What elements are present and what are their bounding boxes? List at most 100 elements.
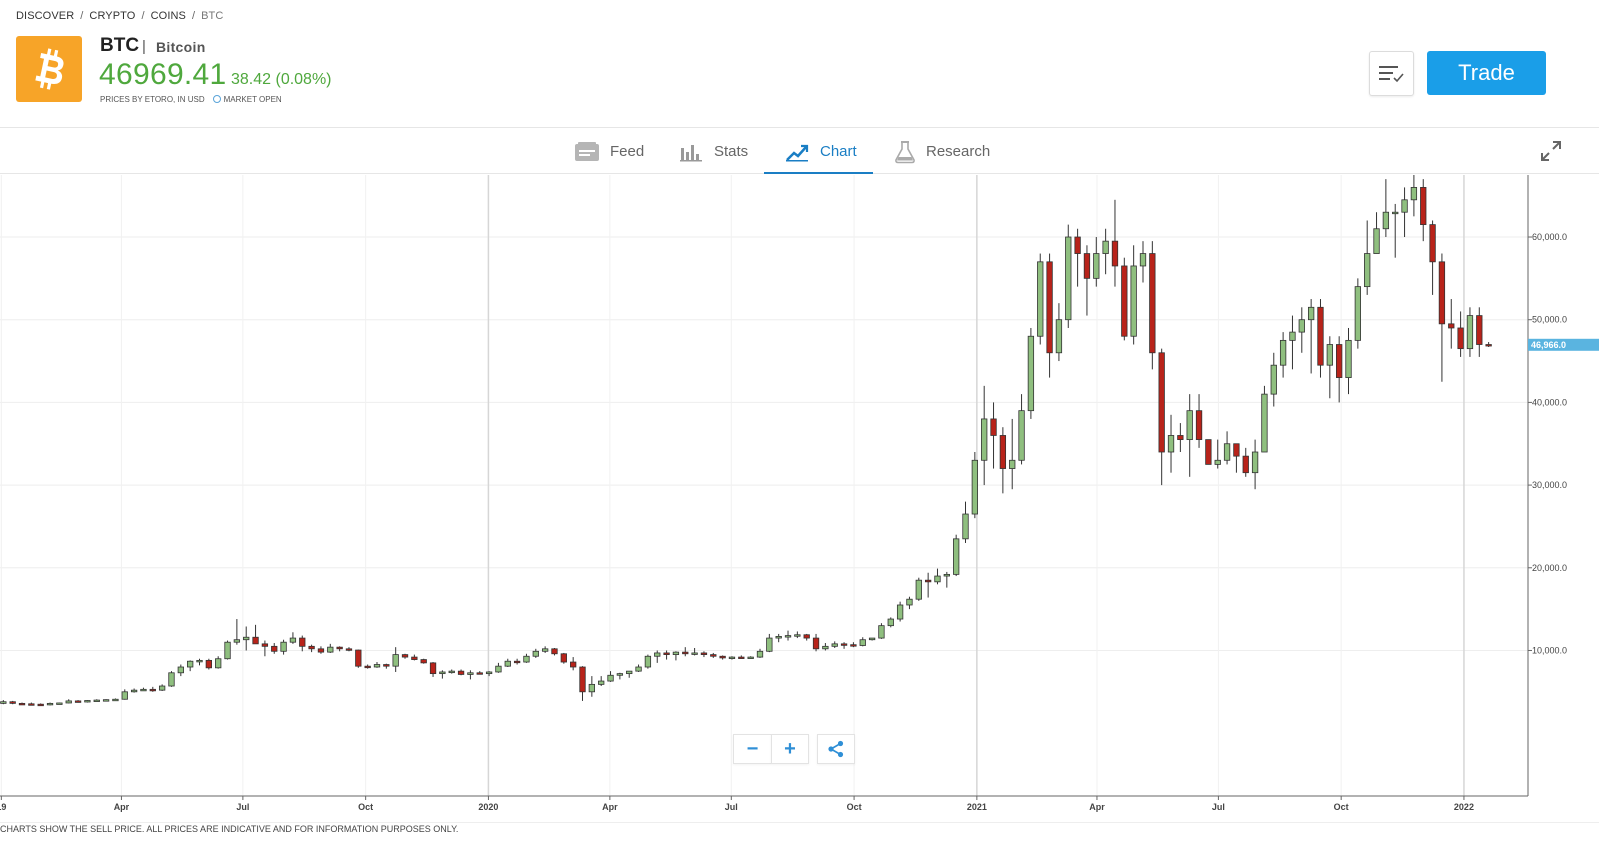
candle-up bbox=[1307, 299, 1315, 374]
candle-up bbox=[485, 671, 493, 677]
candle-up bbox=[1055, 303, 1063, 362]
candle-body bbox=[579, 666, 586, 693]
candle-up bbox=[93, 699, 100, 702]
candle-body bbox=[1364, 253, 1371, 288]
breadcrumb-discover[interactable]: DISCOVER bbox=[16, 10, 75, 22]
x-tick-label: 2021 bbox=[967, 802, 987, 812]
tab-label: Stats bbox=[714, 143, 749, 160]
candle-up bbox=[1401, 187, 1408, 238]
candle-body bbox=[700, 652, 708, 656]
trade-button[interactable]: Trade bbox=[1427, 51, 1546, 95]
candle-down bbox=[308, 644, 315, 653]
clock-icon bbox=[212, 95, 221, 103]
candle-body bbox=[457, 670, 465, 675]
footer-divider bbox=[0, 822, 1599, 823]
candle-up bbox=[728, 656, 736, 660]
breadcrumb-coins[interactable]: COINS bbox=[150, 10, 186, 22]
candle-body bbox=[887, 618, 894, 627]
x-tick-label: Jul bbox=[1212, 802, 1225, 812]
candle-up bbox=[504, 658, 511, 668]
candle-down bbox=[1438, 253, 1446, 382]
price-chart[interactable]: 10,000.0 20,000.0 30,000.0 40,000.0 50,000.0… bbox=[0, 175, 1599, 823]
candle-down bbox=[9, 700, 16, 705]
candle-body bbox=[915, 579, 922, 600]
candle-up bbox=[1223, 431, 1231, 465]
tab-label: Research bbox=[926, 143, 991, 160]
candle-up bbox=[691, 647, 698, 656]
candle-body bbox=[1382, 211, 1390, 230]
candle-body bbox=[607, 674, 614, 682]
candle-up bbox=[1251, 439, 1259, 490]
candle-body bbox=[1037, 261, 1044, 337]
candle-down bbox=[1420, 179, 1427, 242]
x-tick-label: Apr bbox=[114, 802, 130, 812]
candle-body bbox=[317, 648, 325, 653]
candle-body bbox=[280, 641, 287, 652]
candle-body bbox=[1466, 315, 1474, 350]
tab-feed[interactable]: Feed bbox=[574, 129, 644, 174]
candle-body bbox=[130, 689, 138, 693]
candle-body bbox=[1102, 240, 1109, 254]
candle-up bbox=[635, 664, 642, 672]
candle-down bbox=[364, 664, 371, 669]
candle-body bbox=[962, 513, 969, 540]
candle-body bbox=[1410, 187, 1418, 201]
candle-up bbox=[766, 633, 773, 653]
candle-up bbox=[289, 632, 297, 644]
candle-body bbox=[1401, 199, 1408, 213]
candle-body bbox=[1093, 253, 1100, 279]
candle-up bbox=[121, 689, 128, 700]
candle-up bbox=[1279, 332, 1287, 378]
candle-body bbox=[1307, 306, 1315, 321]
candle-body bbox=[1298, 319, 1305, 333]
watchlist-button[interactable] bbox=[1369, 51, 1414, 96]
breadcrumb-crypto[interactable]: CRYPTO bbox=[89, 10, 136, 22]
candle-down bbox=[252, 624, 259, 645]
candle-body bbox=[196, 659, 203, 663]
candle-body bbox=[598, 680, 605, 685]
x-tick-label: Apr bbox=[1089, 802, 1105, 812]
breadcrumb: DISCOVER / CRYPTO / COINS / BTC bbox=[16, 10, 223, 22]
candle-down bbox=[1336, 336, 1343, 403]
y-tick-label: 10,000.0 bbox=[1532, 645, 1567, 655]
candle-body bbox=[299, 637, 306, 647]
last-price-label: 46,966.0 bbox=[1531, 340, 1566, 350]
candle-body bbox=[420, 659, 427, 664]
candle-body bbox=[476, 672, 483, 675]
bitcoin-icon bbox=[16, 36, 82, 102]
candle-up bbox=[868, 637, 876, 641]
candle-up bbox=[233, 619, 241, 645]
zoom-in-button[interactable]: + bbox=[771, 734, 809, 764]
candle-up bbox=[784, 630, 792, 641]
candle-body bbox=[495, 665, 502, 673]
tab-chart[interactable]: Chart bbox=[786, 129, 857, 174]
candle-down bbox=[719, 655, 726, 660]
candle-down bbox=[1083, 245, 1091, 316]
candle-down bbox=[1074, 228, 1081, 287]
candle-body bbox=[682, 651, 689, 655]
candle-body bbox=[56, 702, 63, 705]
candle-up bbox=[280, 639, 287, 655]
candle-up bbox=[448, 669, 455, 674]
tab-research[interactable]: Research bbox=[894, 129, 990, 174]
expand-button[interactable] bbox=[1540, 140, 1562, 162]
candle-down bbox=[1448, 299, 1455, 349]
chart-grid bbox=[0, 175, 1528, 796]
candle-body bbox=[429, 662, 437, 675]
candle-down bbox=[579, 666, 586, 701]
candle-body bbox=[364, 665, 371, 669]
market-status: MARKET OPEN bbox=[212, 95, 282, 104]
candle-up bbox=[1382, 179, 1390, 238]
candle-body bbox=[168, 672, 175, 687]
zoom-out-button[interactable]: − bbox=[733, 734, 771, 764]
tab-stats[interactable]: Stats bbox=[680, 129, 748, 174]
candle-body bbox=[1186, 410, 1193, 441]
candle-body bbox=[411, 656, 418, 660]
candle-up bbox=[439, 670, 446, 679]
candle-body bbox=[485, 671, 493, 675]
candle-body bbox=[626, 670, 633, 675]
candle-down bbox=[560, 652, 567, 664]
candle-up bbox=[616, 672, 624, 680]
share-button[interactable] bbox=[817, 734, 855, 764]
candle-body bbox=[1279, 339, 1287, 366]
